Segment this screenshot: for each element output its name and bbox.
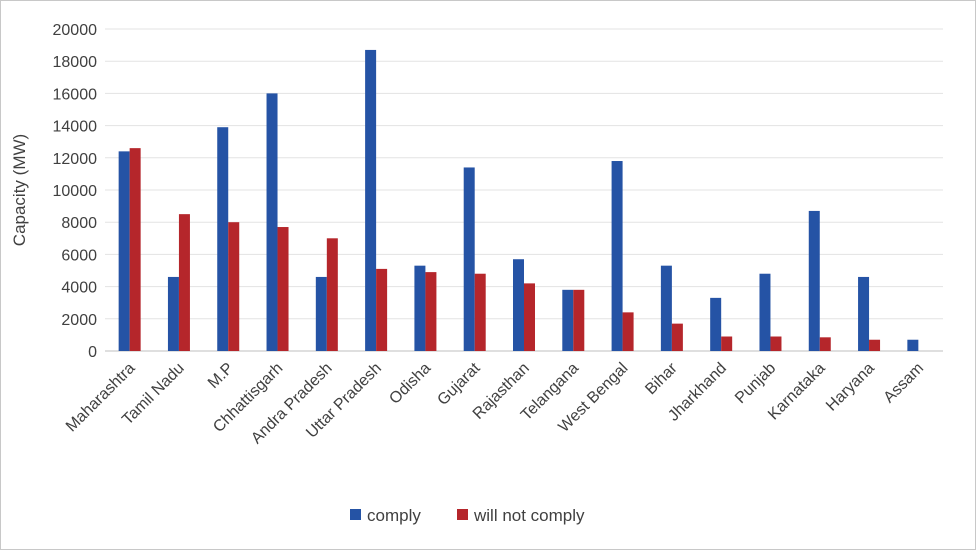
bar-will-not-comply — [770, 336, 782, 351]
y-tick-label: 12000 — [53, 151, 98, 168]
y-tick-label: 6000 — [61, 247, 97, 264]
y-tick-label: 0 — [88, 344, 97, 361]
y-tick-label: 16000 — [53, 86, 98, 103]
bar-will-not-comply — [573, 289, 585, 351]
bar-comply — [710, 297, 722, 351]
x-tick-label: Bihar — [642, 359, 681, 398]
bar-will-not-comply — [622, 312, 634, 351]
bar-will-not-comply — [228, 222, 240, 351]
bar-will-not-comply — [474, 273, 486, 351]
bar-comply — [808, 210, 820, 351]
y-tick-label: 14000 — [53, 119, 98, 136]
y-tick-label: 10000 — [53, 183, 98, 200]
bar-comply — [660, 265, 672, 351]
bar-will-not-comply — [129, 148, 141, 351]
bar-comply — [217, 127, 229, 352]
bar-will-not-comply — [178, 214, 190, 351]
x-tick-label: Odisha — [386, 360, 434, 408]
bar-will-not-comply — [277, 227, 289, 351]
y-tick-label: 8000 — [61, 215, 97, 232]
bar-comply — [759, 273, 771, 351]
bar-will-not-comply — [671, 323, 683, 351]
bar-comply — [365, 49, 377, 352]
legend: comply will not comply — [350, 506, 585, 525]
bar-comply — [118, 151, 130, 351]
y-axis: 0 2000 4000 6000 8000 10000 12000 14000 16000 180… — [53, 22, 98, 361]
bar-will-not-comply — [425, 272, 437, 351]
bar-comply — [266, 93, 278, 352]
bar-comply — [611, 161, 623, 351]
y-axis-label: Capacity (MW) — [10, 134, 29, 246]
x-tick-label: M.P — [205, 360, 237, 392]
legend-label: comply — [367, 506, 421, 525]
bar-will-not-comply — [869, 339, 881, 351]
y-tick-label: 4000 — [61, 280, 97, 297]
x-tick-label: Assam — [881, 360, 928, 407]
bar-comply — [315, 276, 327, 351]
legend-swatch — [350, 509, 361, 520]
bar-will-not-comply — [721, 336, 733, 351]
bar-will-not-comply — [524, 283, 535, 351]
x-tick-label: Haryana — [823, 360, 878, 415]
legend-swatch — [457, 509, 468, 520]
bar-comply — [562, 289, 574, 351]
bar-comply — [414, 265, 426, 351]
legend-label: will not comply — [473, 506, 585, 525]
y-tick-label: 2000 — [61, 312, 97, 329]
bar-comply — [463, 167, 475, 351]
bar-comply — [167, 276, 179, 351]
gridlines — [105, 28, 943, 352]
bars — [118, 49, 919, 352]
legend-item: will not comply — [457, 506, 585, 525]
bar-will-not-comply — [819, 337, 831, 351]
bar-will-not-comply — [376, 268, 388, 351]
legend-item: comply — [350, 506, 421, 525]
bar-comply — [513, 259, 524, 351]
x-tick-label: Gujarat — [434, 359, 484, 409]
bar-will-not-comply — [326, 238, 338, 351]
bar-comply — [907, 339, 919, 351]
x-tick-label: Punjab — [732, 360, 779, 407]
y-tick-label: 18000 — [53, 54, 98, 71]
y-tick-label: 20000 — [53, 22, 98, 39]
bar-comply — [858, 276, 870, 351]
